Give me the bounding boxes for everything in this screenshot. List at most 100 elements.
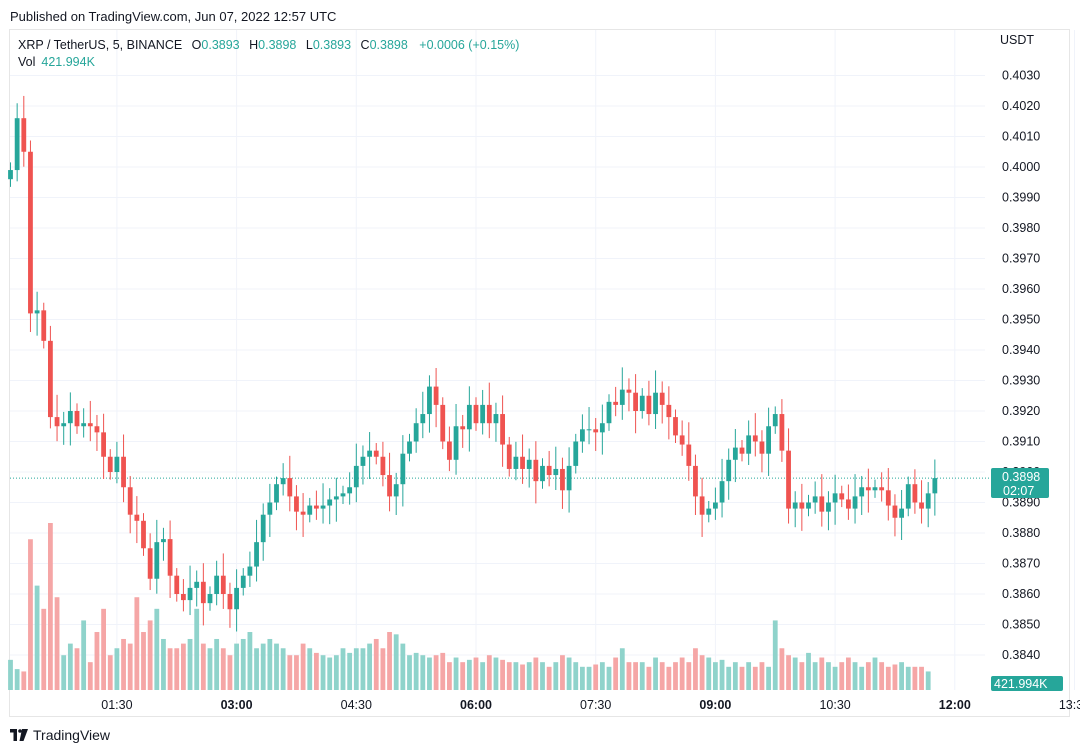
candle[interactable] bbox=[393, 472, 399, 516]
candle[interactable] bbox=[274, 476, 279, 511]
candle[interactable] bbox=[779, 399, 785, 462]
candle[interactable] bbox=[673, 409, 678, 444]
candle[interactable] bbox=[520, 434, 525, 484]
candle[interactable] bbox=[593, 418, 599, 451]
candle[interactable] bbox=[546, 450, 552, 487]
candle[interactable] bbox=[54, 394, 60, 442]
candle[interactable] bbox=[134, 496, 140, 544]
candle[interactable] bbox=[759, 430, 765, 473]
candle[interactable] bbox=[473, 397, 479, 431]
candle[interactable] bbox=[739, 439, 745, 462]
candle[interactable] bbox=[141, 513, 146, 556]
candle[interactable] bbox=[14, 103, 20, 182]
candle[interactable] bbox=[41, 302, 47, 349]
candle[interactable] bbox=[513, 441, 519, 481]
candle[interactable] bbox=[506, 436, 512, 477]
candle[interactable] bbox=[540, 458, 545, 489]
candle[interactable] bbox=[367, 432, 372, 480]
candle[interactable] bbox=[560, 457, 565, 509]
candle[interactable] bbox=[154, 519, 160, 594]
candle[interactable] bbox=[925, 482, 931, 528]
candle[interactable] bbox=[613, 386, 619, 417]
candle[interactable] bbox=[819, 474, 825, 527]
candle[interactable] bbox=[420, 391, 426, 439]
candle[interactable] bbox=[493, 402, 499, 442]
candle[interactable] bbox=[879, 472, 885, 502]
candle[interactable] bbox=[234, 569, 239, 632]
candle[interactable] bbox=[320, 483, 326, 524]
candle[interactable] bbox=[646, 380, 652, 426]
candle[interactable] bbox=[772, 406, 778, 434]
candle[interactable] bbox=[8, 162, 13, 187]
candle[interactable] bbox=[766, 407, 771, 476]
candle[interactable] bbox=[453, 403, 459, 475]
candle[interactable] bbox=[200, 563, 206, 626]
candle[interactable] bbox=[114, 441, 120, 484]
candle[interactable] bbox=[407, 433, 412, 462]
candle[interactable] bbox=[460, 414, 466, 448]
candle[interactable] bbox=[693, 454, 698, 516]
candle[interactable] bbox=[433, 367, 439, 428]
candle[interactable] bbox=[619, 367, 625, 420]
candle[interactable] bbox=[413, 408, 419, 453]
candle[interactable] bbox=[919, 480, 924, 524]
candle[interactable] bbox=[94, 414, 100, 451]
candle[interactable] bbox=[786, 428, 791, 524]
candle[interactable] bbox=[752, 413, 758, 457]
candle[interactable] bbox=[932, 459, 938, 516]
candle[interactable] bbox=[353, 443, 359, 503]
candle[interactable] bbox=[606, 394, 612, 431]
candle[interactable] bbox=[373, 443, 379, 465]
candle[interactable] bbox=[812, 481, 818, 514]
candle[interactable] bbox=[500, 395, 505, 467]
symbol-title[interactable]: XRP / TetherUS, 5, BINANCE bbox=[18, 38, 183, 52]
candle[interactable] bbox=[214, 560, 220, 606]
candle[interactable] bbox=[553, 446, 559, 490]
candle[interactable] bbox=[732, 428, 738, 483]
candle[interactable] bbox=[81, 408, 87, 438]
candle[interactable] bbox=[633, 374, 638, 434]
candle[interactable] bbox=[147, 533, 153, 591]
candle[interactable] bbox=[626, 378, 632, 412]
candle[interactable] bbox=[792, 491, 798, 528]
candle[interactable] bbox=[480, 389, 486, 435]
candle[interactable] bbox=[427, 375, 432, 433]
candle[interactable] bbox=[161, 527, 166, 561]
candle[interactable] bbox=[280, 463, 286, 496]
candle[interactable] bbox=[679, 420, 685, 456]
candle[interactable] bbox=[28, 140, 33, 333]
candle[interactable] bbox=[300, 493, 306, 537]
candle[interactable] bbox=[327, 488, 333, 525]
candle[interactable] bbox=[573, 433, 579, 474]
candle[interactable] bbox=[659, 381, 665, 424]
candle[interactable] bbox=[267, 483, 273, 537]
candle[interactable] bbox=[799, 483, 805, 531]
candle[interactable] bbox=[580, 414, 585, 453]
candle[interactable] bbox=[447, 426, 452, 472]
candle[interactable] bbox=[832, 474, 838, 525]
candle[interactable] bbox=[466, 386, 472, 452]
candle[interactable] bbox=[87, 400, 93, 442]
candle[interactable] bbox=[220, 553, 226, 609]
candle[interactable] bbox=[360, 445, 366, 485]
candle[interactable] bbox=[666, 386, 672, 440]
candle[interactable] bbox=[67, 392, 73, 446]
candle[interactable] bbox=[347, 472, 353, 505]
candle[interactable] bbox=[912, 469, 918, 514]
candle[interactable] bbox=[440, 397, 446, 450]
candle[interactable] bbox=[872, 479, 878, 498]
candle[interactable] bbox=[586, 407, 592, 445]
candle[interactable] bbox=[101, 413, 106, 480]
candle[interactable] bbox=[533, 441, 539, 504]
candle[interactable] bbox=[899, 489, 904, 541]
candle[interactable] bbox=[181, 579, 186, 612]
candle[interactable] bbox=[852, 474, 858, 524]
candle[interactable] bbox=[719, 458, 725, 518]
candle[interactable] bbox=[865, 468, 871, 513]
candle[interactable] bbox=[174, 568, 180, 602]
candle[interactable] bbox=[486, 382, 492, 439]
candle[interactable] bbox=[34, 291, 40, 336]
candle[interactable] bbox=[340, 485, 346, 505]
candle[interactable] bbox=[254, 519, 259, 582]
